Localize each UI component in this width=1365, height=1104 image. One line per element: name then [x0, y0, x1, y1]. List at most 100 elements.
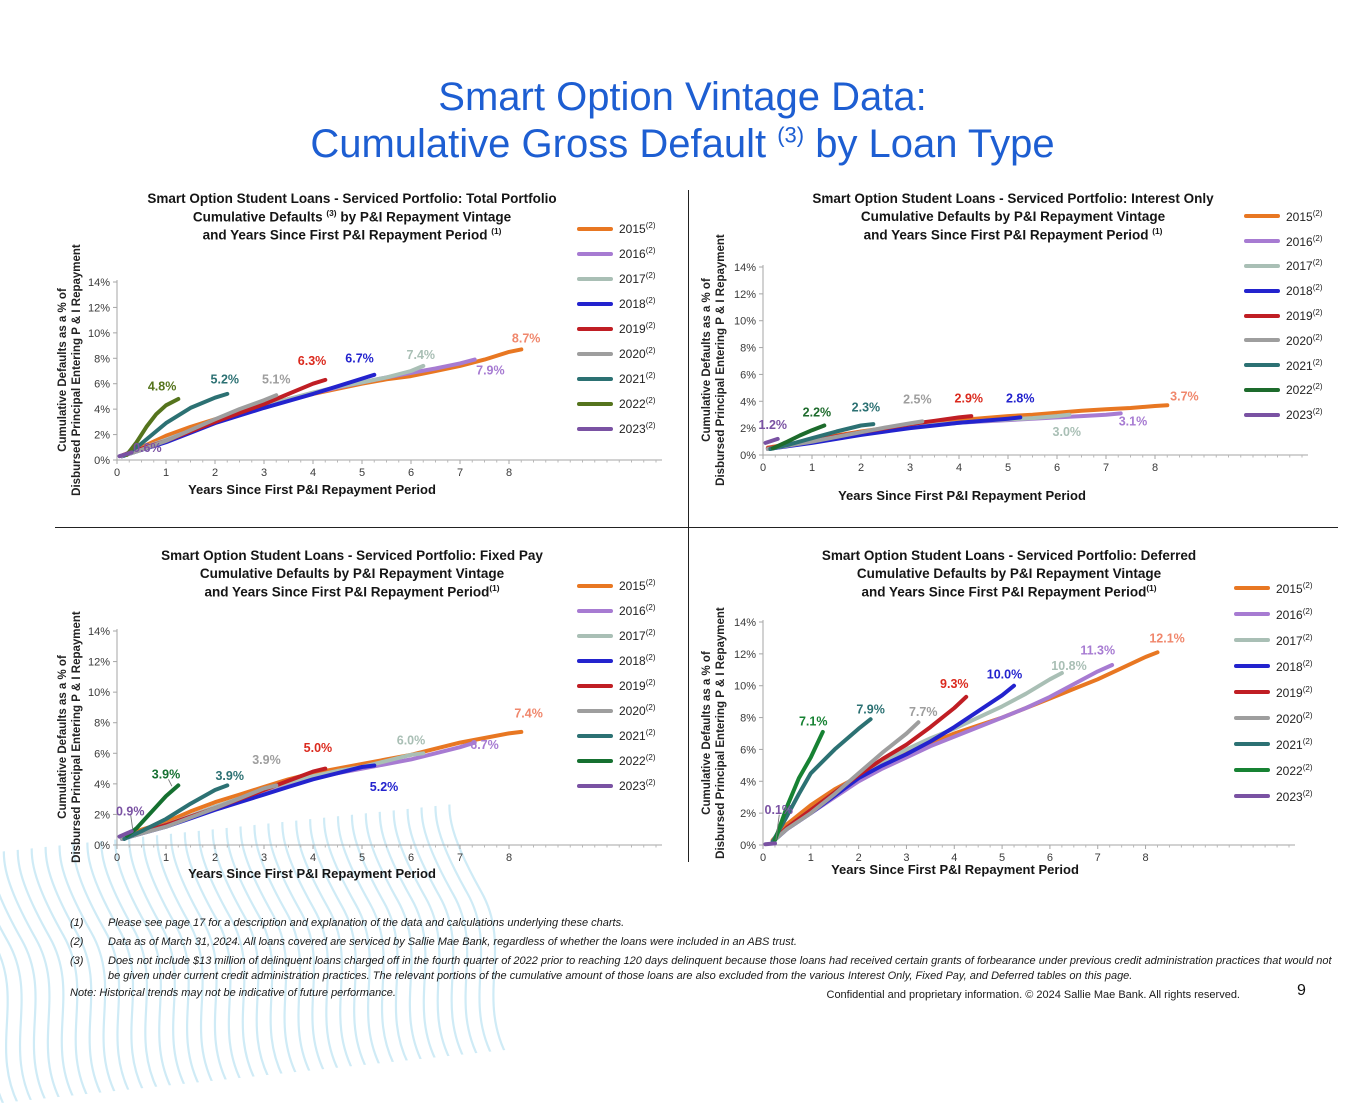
legend-item-interest-only-2019: 2019(2) — [1244, 303, 1322, 328]
legend-swatch-2018-icon — [1234, 664, 1270, 668]
data-label-fixed-pay-2023: 0.9% — [116, 804, 145, 818]
x-axis-label-fixed-pay: Years Since First P&I Repayment Period — [188, 866, 436, 881]
data-label-fixed-pay-2018: 5.2% — [370, 780, 399, 794]
footnote-text: Data as of March 31, 2024. All loans cov… — [108, 935, 797, 948]
legend-item-fixed-pay-2018: 2018(2) — [577, 648, 655, 673]
x-tick-label: 0 — [114, 467, 120, 479]
data-label-total-portfolio-2023: 0.6% — [133, 441, 162, 455]
data-label-total-portfolio-2022: 4.8% — [148, 379, 177, 393]
legend-item-interest-only-2022: 2022(2) — [1244, 378, 1322, 403]
legend-swatch-2015-icon — [1244, 214, 1280, 219]
legend-label-2017: 2017(2) — [1286, 258, 1323, 274]
data-label-total-portfolio-2016: 7.9% — [476, 363, 505, 377]
data-label-interest-only-2018: 2.8% — [1006, 392, 1035, 406]
footnote-row: (1) Please see page 17 for a description … — [70, 916, 1342, 931]
footnote-number: (1) — [70, 917, 84, 929]
legend-item-interest-only-2023: 2023(2) — [1244, 402, 1322, 427]
slide: { "slide": { "title_lines": [ [{"t":"Sma… — [0, 75, 1342, 1104]
legend-swatch-2017-icon — [1244, 263, 1280, 268]
y-tick-label: 12% — [734, 289, 756, 301]
legend-label-2022: 2022(2) — [1286, 382, 1323, 398]
series-deferred-2020 — [770, 720, 921, 844]
slide-title-line-1: Smart Option Vintage Data: — [438, 75, 927, 119]
legend-label-2018: 2018(2) — [619, 653, 656, 668]
x-tick-label: 8 — [506, 852, 512, 864]
x-tick-label: 4 — [951, 852, 957, 864]
legend-item-total-portfolio-2019: 2019(2) — [577, 316, 655, 341]
plot-interest-only: 0% 2% 4% 6% 8% 10% 12% 14% 0 1 2 3 4 5 6 7 8 3.7% 3.1% 3.0%… — [734, 262, 1308, 474]
chart-title-line: and Years Since First P&I Repayment Peri… — [863, 225, 1163, 243]
legend-fixed-pay: 2015(2) 2016(2) 2017(2) 2018(2) 2019(2) 2020(… — [577, 573, 655, 798]
y-tick-label: 2% — [740, 808, 756, 820]
x-tick-label: 1 — [163, 467, 169, 479]
data-label-interest-only-2017: 3.0% — [1053, 425, 1082, 439]
x-tick-label: 5 — [359, 467, 365, 479]
legend-swatch-2022-icon — [577, 401, 613, 406]
data-label-deferred-2015: 12.1% — [1149, 632, 1184, 646]
legend-item-total-portfolio-2015: 2015(2) — [577, 216, 655, 241]
x-tick-label: 1 — [808, 852, 814, 864]
chart-title-line: Cumulative Defaults by P&I Repayment Vin… — [199, 565, 505, 581]
series-fixed-pay-2020 — [119, 783, 279, 841]
y-tick-label: 10% — [734, 681, 756, 693]
x-tick-label: 7 — [1103, 462, 1109, 474]
legend-swatch-2020-icon — [577, 708, 613, 713]
legend-label-2019: 2019(2) — [1276, 684, 1313, 700]
legend-label-2016: 2016(2) — [619, 246, 656, 261]
x-tick-label: 6 — [1047, 852, 1053, 864]
data-label-total-portfolio-2015: 8.7% — [512, 332, 541, 346]
legend-label-2021: 2021(2) — [1276, 736, 1313, 752]
x-tick-label: 6 — [408, 852, 414, 864]
x-tick-label: 1 — [163, 852, 169, 864]
legend-label-2015: 2015(2) — [1286, 208, 1323, 224]
legend-label-2021: 2021(2) — [1286, 357, 1323, 373]
series-deferred-2021 — [770, 717, 873, 844]
chart-title-line: Smart Option Student Loans - Serviced Po… — [147, 191, 557, 206]
data-label-interest-only-2023: 1.2% — [759, 418, 788, 432]
y-tick-label: 4% — [740, 776, 756, 788]
legend-label-2017: 2017(2) — [619, 628, 656, 643]
y-tick-label: 14% — [734, 617, 756, 629]
x-axis-label-deferred: Years Since First P&I Repayment Period — [831, 862, 1079, 877]
legend-item-fixed-pay-2023: 2023(2) — [577, 773, 655, 798]
x-tick-label: 2 — [856, 852, 862, 864]
x-tick-label: 3 — [903, 852, 909, 864]
legend-item-deferred-2016: 2016(2) — [1234, 601, 1312, 627]
legend-label-2017: 2017(2) — [1276, 632, 1313, 648]
legend-swatch-2023-icon — [577, 426, 613, 431]
legend-swatch-2022-icon — [577, 758, 613, 763]
legend-swatch-2019-icon — [577, 683, 613, 688]
data-label-fixed-pay-2021: 3.9% — [215, 769, 244, 783]
legend-item-total-portfolio-2021: 2021(2) — [577, 366, 655, 391]
series-deferred-2016 — [770, 663, 1115, 844]
vertical-divider — [688, 190, 689, 862]
series-total-portfolio-2020 — [119, 393, 279, 459]
data-label-deferred-2018: 10.0% — [987, 668, 1022, 682]
legend-label-2016: 2016(2) — [619, 603, 656, 618]
x-tick-label: 2 — [212, 467, 218, 479]
legend-swatch-2023-icon — [1244, 412, 1280, 417]
legend-item-fixed-pay-2016: 2016(2) — [577, 598, 655, 623]
x-tick-label: 4 — [956, 462, 962, 474]
legend-label-2020: 2020(2) — [619, 703, 656, 718]
legend-label-2022: 2022(2) — [619, 396, 656, 411]
legend-label-2018: 2018(2) — [1276, 658, 1313, 674]
chart-title-line: Cumulative Defaults by P&I Repayment Vin… — [860, 208, 1166, 224]
x-tick-label: 5 — [359, 852, 365, 864]
legend-swatch-2020-icon — [1244, 338, 1280, 343]
legend-swatch-2015-icon — [577, 583, 613, 588]
legend-label-2016: 2016(2) — [1286, 233, 1323, 249]
legend-item-deferred-2020: 2020(2) — [1234, 705, 1312, 731]
y-tick-label: 8% — [94, 718, 110, 730]
legend-item-fixed-pay-2015: 2015(2) — [577, 573, 655, 598]
legend-label-2022: 2022(2) — [619, 753, 656, 768]
legend-swatch-2016-icon — [577, 251, 613, 256]
legend-label-2021: 2021(2) — [619, 728, 656, 743]
series-total-portfolio-2021 — [122, 391, 230, 458]
legend-label-2023: 2023(2) — [619, 421, 656, 436]
data-label-fixed-pay-2020: 3.9% — [252, 753, 281, 767]
legend-swatch-2017-icon — [577, 276, 613, 281]
y-tick-label: 2% — [94, 430, 110, 442]
data-label-fixed-pay-2022: 3.9% — [152, 768, 181, 782]
legend-label-2019: 2019(2) — [619, 321, 656, 336]
